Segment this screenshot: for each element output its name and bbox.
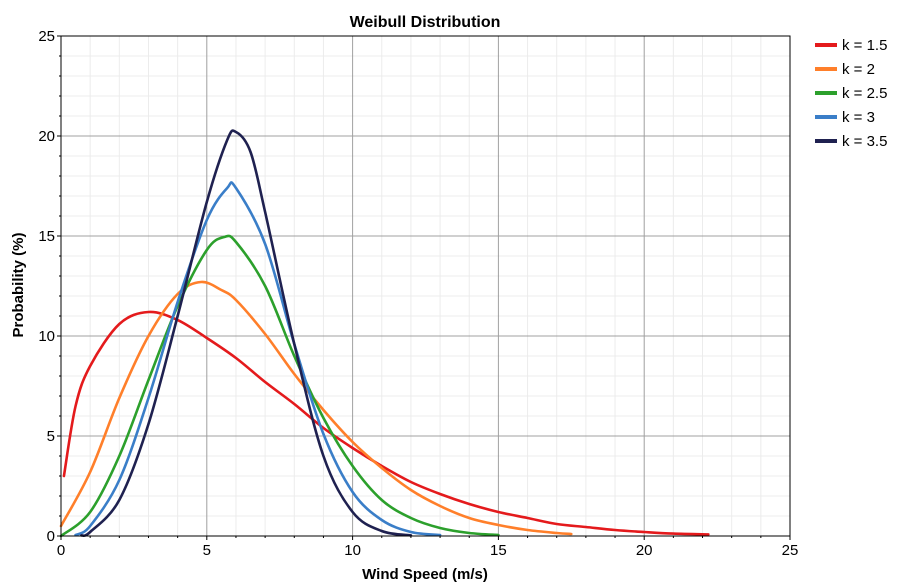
x-tick-label: 25 — [782, 542, 799, 559]
y-tick-label: 25 — [38, 28, 55, 45]
x-tick-label: 0 — [57, 542, 65, 559]
series-lines — [59, 129, 710, 538]
legend-label-k-1-5: k = 1.5 — [842, 37, 887, 54]
legend-label-k-2-5: k = 2.5 — [842, 85, 887, 102]
minor-grid — [61, 36, 790, 536]
chart-title: Weibull Distribution — [350, 14, 501, 31]
x-tick-label: 15 — [490, 542, 507, 559]
y-tick-label: 5 — [47, 428, 55, 445]
y-tick-label: 20 — [38, 128, 55, 145]
plot-frame — [60, 35, 791, 537]
series-line-k-1-5 — [62, 310, 710, 536]
legend-label-k-3: k = 3 — [842, 109, 875, 126]
y-axis-label: Probability (%) — [10, 232, 27, 337]
series-line-k-2-5 — [59, 234, 500, 538]
x-tick-label: 20 — [636, 542, 653, 559]
legend-label-k-2: k = 2 — [842, 61, 875, 78]
y-tick-label: 0 — [47, 528, 55, 545]
series-line-k-3-5 — [80, 129, 413, 537]
legend-label-k-3-5: k = 3.5 — [842, 133, 887, 150]
x-tick-label: 5 — [203, 542, 211, 559]
y-tick-label: 10 — [38, 328, 55, 345]
y-tick-label: 15 — [38, 228, 55, 245]
axis-ticks: 0 5 10 15 20 25 0 5 10 15 20 25 — [38, 28, 798, 559]
major-grid — [61, 36, 790, 536]
series-line-k-3 — [74, 181, 442, 537]
x-tick-label: 10 — [344, 542, 361, 559]
x-axis-label: Wind Speed (m/s) — [362, 566, 488, 583]
legend: k = 1.5 k = 2 k = 2.5 k = 3 k = 3.5 — [815, 37, 887, 150]
